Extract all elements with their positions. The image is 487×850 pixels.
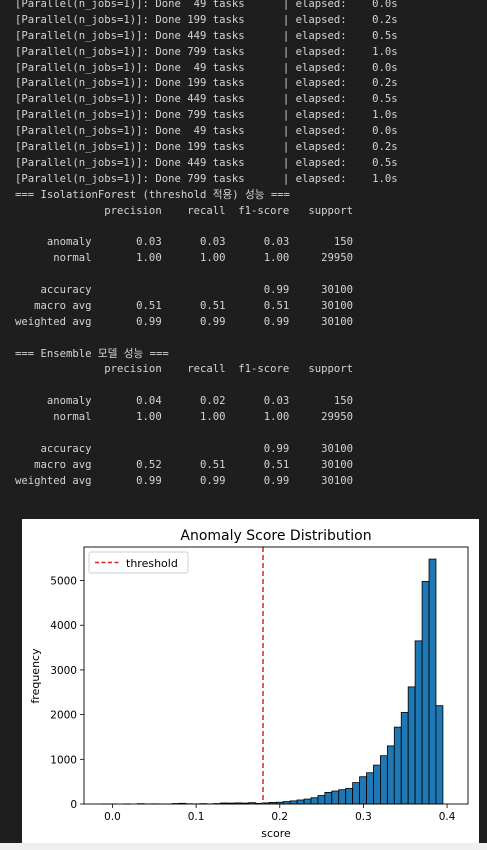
histogram-bar [352,782,360,805]
x-tick-label: 0.4 [439,811,456,823]
output-line: normal 1.00 1.00 1.00 29950 [15,411,354,424]
output-line: === Ensemble 모델 성능 === [15,347,169,360]
y-tick-label: 2000 [50,710,77,722]
output-line [15,267,398,283]
output-line: anomaly 0.04 0.02 0.03 150 [15,395,354,408]
output-line: [Parallel(n_jobs=1)]: Done 199 tasks | e… [15,141,398,154]
output-line: weighted avg 0.99 0.99 0.99 30100 [15,315,354,328]
histogram-figure: Anomaly Score Distribution score frequen… [22,519,479,843]
output-line [15,378,398,394]
output-line: [Parallel(n_jobs=1)]: Done 49 tasks | el… [15,125,398,138]
histogram-bar [435,705,444,805]
histogram-bar [317,795,326,805]
histogram-bar [400,711,409,805]
histogram-bar [331,790,340,805]
output-line: macro avg 0.52 0.51 0.51 30100 [15,458,354,471]
output-line: [Parallel(n_jobs=1)]: Done 449 tasks | e… [15,29,398,42]
chart-title: Anomaly Score Distribution [180,528,371,544]
histogram-bar [296,799,305,805]
output-line: [Parallel(n_jobs=1)]: Done 449 tasks | e… [15,156,398,169]
x-tick-label: 0.2 [271,811,288,823]
histogram-bars [102,558,444,805]
legend: threshold [88,551,189,574]
output-line: [Parallel(n_jobs=1)]: Done 49 tasks | el… [15,61,398,74]
output-line: weighted avg 0.99 0.99 0.99 30100 [15,474,354,487]
histogram-bar [393,726,402,805]
anomaly-score-histogram: Anomaly Score Distribution score frequen… [29,528,469,840]
x-axis-ticks: 0.0 0.1 0.2 0.3 0.4 [104,804,456,823]
plot-frame [83,546,469,805]
histogram-bar [338,789,347,805]
histogram-bar [359,776,367,805]
x-tick-label: 0.3 [355,811,372,823]
histogram-bar [421,581,430,805]
legend-threshold-label: threshold [126,557,178,570]
histogram-bar [380,755,388,805]
x-axis-label: score [261,827,291,840]
histogram-bar [414,640,423,805]
output-line: normal 1.00 1.00 1.00 29950 [15,252,354,265]
bottom-scrollbar-strip [0,843,487,850]
histogram-bar [386,745,395,805]
output-line: [Parallel(n_jobs=1)]: Done 199 tasks | e… [15,77,398,90]
histogram-bar [407,686,416,805]
output-line: === IsolationForest (threshold 적용) 성능 ==… [15,188,290,201]
histogram-bar [345,787,354,805]
y-tick-label: 5000 [50,576,77,588]
histogram-bar [303,798,312,805]
y-axis-ticks: 0 1000 2000 3000 4000 5000 [50,576,84,811]
output-line: macro avg 0.51 0.51 0.51 30100 [15,299,354,312]
output-line: precision recall f1-score support [15,204,354,217]
y-axis-label: frequency [29,648,42,704]
output-line [15,219,398,235]
histogram-bar [373,764,381,805]
output-line: [Parallel(n_jobs=1)]: Done 199 tasks | e… [15,13,398,26]
output-line: [Parallel(n_jobs=1)]: Done 449 tasks | e… [15,93,398,106]
output-line: [Parallel(n_jobs=1)]: Done 49 tasks | el… [15,0,398,10]
output-line: precision recall f1-score support [15,363,354,376]
histogram-bar [428,558,437,805]
output-line [15,426,398,442]
y-tick-label: 0 [70,799,77,811]
x-tick-label: 0.0 [104,811,121,823]
histogram-bar [310,797,319,805]
output-line: anomaly 0.03 0.03 0.03 150 [15,236,354,249]
output-line: accuracy 0.99 30100 [15,284,354,297]
cell-output-log: [Parallel(n_jobs=1)]: Done 49 tasks | el… [15,0,398,490]
x-tick-label: 0.1 [188,811,205,823]
histogram-bar [366,772,374,805]
output-line: [Parallel(n_jobs=1)]: Done 799 tasks | e… [15,109,398,122]
output-line: accuracy 0.99 30100 [15,442,354,455]
output-line: [Parallel(n_jobs=1)]: Done 799 tasks | e… [15,45,398,58]
histogram-bar [324,791,333,805]
histogram-bar [289,800,298,805]
output-line: [Parallel(n_jobs=1)]: Done 799 tasks | e… [15,172,398,185]
y-tick-label: 3000 [50,665,77,677]
legend-box [88,551,189,574]
y-tick-label: 1000 [50,754,77,766]
y-tick-label: 4000 [50,620,77,632]
output-line [15,331,398,347]
